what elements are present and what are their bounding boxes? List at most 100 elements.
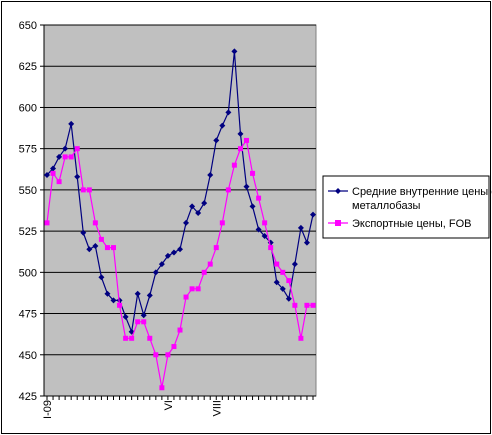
series-2-point [292, 302, 298, 308]
series-1-point [273, 279, 280, 286]
series-2-point [250, 170, 256, 176]
series-2-point [171, 344, 177, 350]
series-2-point [56, 179, 62, 185]
series-2-point [304, 302, 310, 308]
series-1-point [74, 173, 81, 180]
series-1-point [285, 295, 292, 302]
series-2-point [286, 278, 292, 284]
series-2-point [74, 146, 80, 152]
series-1-point [86, 246, 93, 253]
series-2-point [135, 319, 141, 325]
series-2-point [98, 236, 104, 242]
series-1-point [279, 285, 286, 292]
series-1-point [177, 246, 183, 253]
series-1-point [231, 48, 238, 55]
y-tick-label-525: 525 [19, 226, 37, 238]
series-2-point [86, 187, 92, 193]
legend-label-series-1-line-1: Средние внутренние цены с [352, 186, 492, 198]
series-1-point [243, 183, 250, 190]
series-2-point [256, 195, 262, 201]
series-1-point [80, 229, 87, 236]
y-tick-label-475: 475 [19, 309, 37, 321]
series-1-point [170, 249, 177, 256]
series-1-point [164, 252, 171, 259]
series-2-point [104, 245, 110, 251]
series-1-point [104, 290, 111, 297]
series-1-point [110, 297, 117, 304]
series-2-point [117, 302, 123, 308]
series-2-point [207, 261, 213, 267]
series-2-point [177, 327, 183, 333]
series-1-point [225, 109, 232, 116]
series-2-point [68, 154, 74, 160]
y-tick-label-425: 425 [19, 391, 37, 403]
series-1-point [98, 274, 105, 281]
y-tick-label-625: 625 [19, 61, 37, 73]
y-tick-label-550: 550 [19, 185, 37, 197]
series-1-point [50, 165, 57, 172]
legend: Средние внутренние цены с металлобазы Эк… [322, 175, 492, 239]
y-tick-label-575: 575 [19, 144, 37, 156]
series-2-point [147, 335, 153, 341]
y-tick-label-650: 650 [19, 20, 37, 32]
series-1-point [201, 200, 208, 207]
x-tick-label-VIII: VIII [211, 400, 223, 417]
series-1-point [68, 120, 75, 127]
series-2-point [153, 352, 159, 358]
plot-area [43, 24, 317, 397]
legend-label-series-2: Экспортные цены, FOB [352, 218, 472, 230]
legend-box [322, 175, 490, 239]
series-1-point [183, 219, 190, 226]
series-2-point [231, 162, 237, 168]
series-1-point [152, 269, 159, 276]
series-1-point [146, 292, 153, 299]
series-1-point [56, 153, 63, 160]
series-2-point [165, 352, 171, 358]
series-1-point [219, 122, 226, 129]
series-2-point [189, 286, 195, 292]
y-tick-label-450: 450 [19, 350, 37, 362]
series-2-point [274, 261, 280, 267]
series-1-point [158, 261, 165, 268]
series-2-point [213, 245, 219, 251]
series-2-point [141, 319, 147, 325]
series-1-point [237, 130, 244, 137]
series-2-point [159, 385, 165, 391]
series-1-point [134, 290, 141, 297]
series-1-point [310, 211, 316, 218]
legend-marker-series-2 [335, 220, 341, 226]
series-1-point [291, 261, 298, 268]
legend-label-series-1-line-2: металлобазы [352, 200, 421, 212]
series-1-point [297, 224, 304, 231]
series-2-point [62, 154, 68, 160]
series-2-point [195, 286, 201, 292]
series-1-point [122, 313, 129, 320]
series-1-point [207, 172, 214, 179]
series-2-point [219, 220, 225, 226]
series-1-point [249, 203, 256, 210]
series-1-point [303, 239, 310, 246]
series-2-point [244, 137, 249, 143]
series-2-point [123, 335, 129, 341]
series-2-point [262, 220, 268, 226]
series-2-point [280, 269, 286, 275]
series-2-point [129, 335, 135, 341]
series-1-point [189, 203, 196, 210]
series-2-point [183, 294, 189, 300]
series-1-point [195, 209, 202, 216]
series-1-point [62, 145, 69, 152]
series-1-point [213, 137, 220, 144]
series-2-point [225, 187, 231, 193]
series-2-point [298, 335, 304, 341]
series-2-point [92, 220, 98, 226]
series-2-point [237, 146, 243, 152]
series-2-point [50, 170, 56, 176]
series-1-point [261, 233, 268, 240]
series-1-point [44, 172, 50, 179]
y-tick-label-600: 600 [19, 102, 37, 114]
series-1-point [255, 226, 262, 233]
legend-marker-series-1 [335, 188, 341, 194]
series-2-point [44, 220, 50, 226]
